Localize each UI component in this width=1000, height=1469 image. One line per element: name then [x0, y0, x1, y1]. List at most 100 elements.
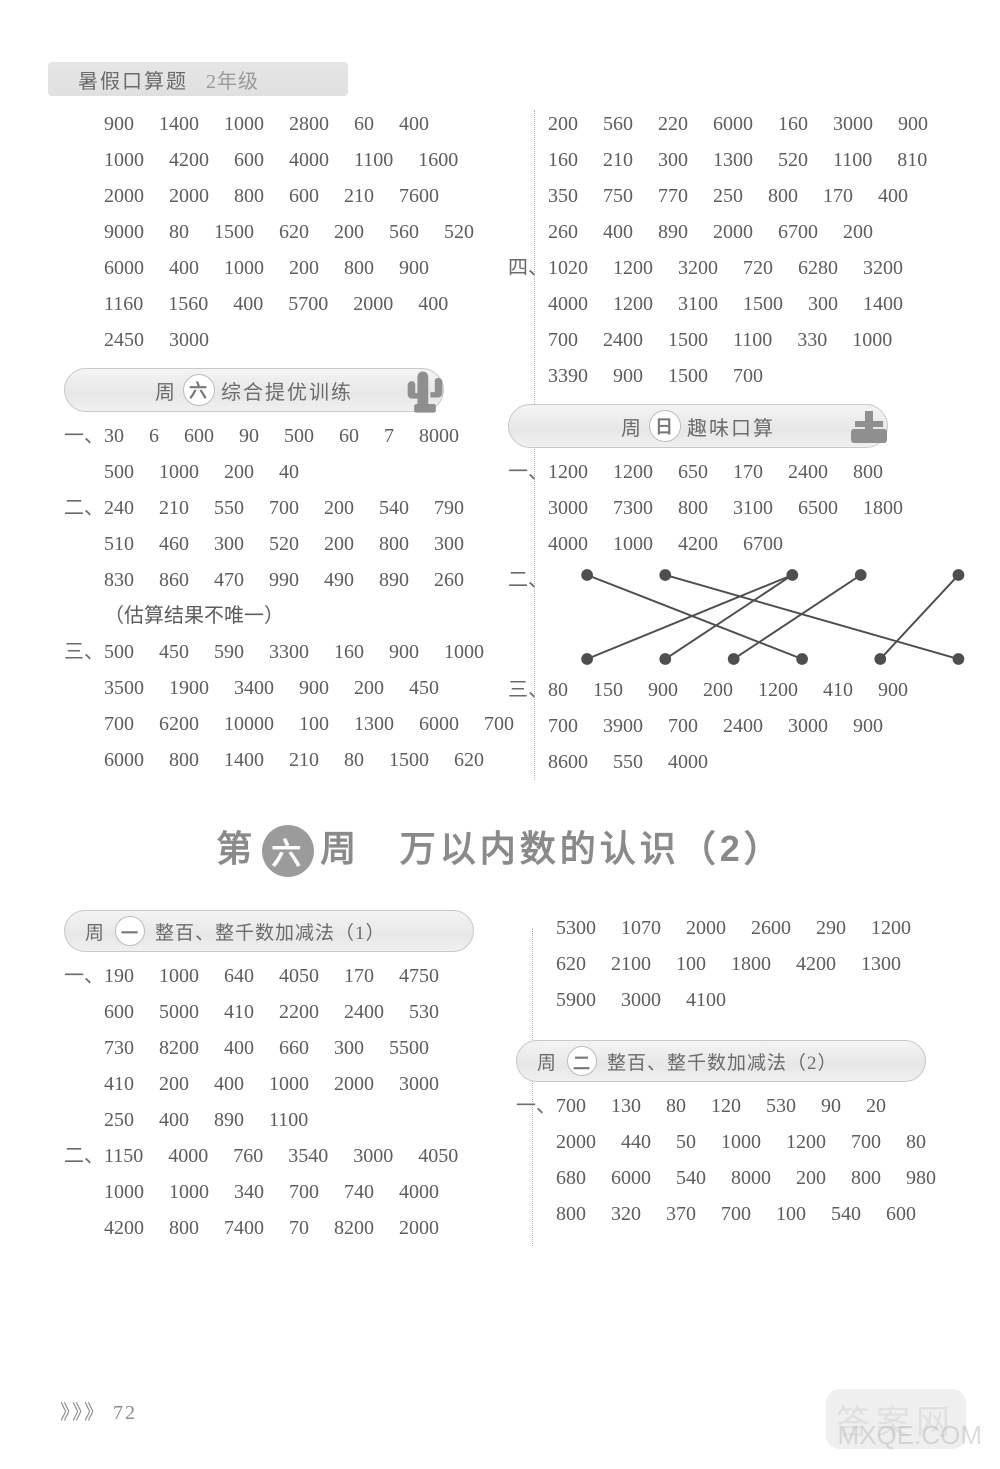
lower-left-column: 周一整百、整千数加减法（1） 一、190 1000 640 4050 170 47… [64, 910, 494, 1246]
match-dot [581, 569, 593, 581]
number-row: 1160 1560 400 5700 2000 400 [64, 286, 474, 322]
section-body: 700 130 80 120 530 90 202000 440 50 1000… [556, 1088, 944, 1232]
match-dot [659, 569, 671, 581]
number-row: 1150 4000 760 3540 3000 4050 [104, 1138, 482, 1174]
pill-title: 整百、整千数加减法（1） [155, 918, 386, 945]
number-row: 5900 3000 4100 [516, 982, 944, 1018]
number-row: 8600 550 4000 [548, 744, 944, 780]
day-section-pill: 周日趣味口算 [508, 404, 888, 448]
number-row: 410 200 400 1000 2000 3000 [104, 1066, 482, 1102]
weekly-suffix: 周 [320, 828, 360, 869]
day-section-pill: 周六综合提优训练 [64, 368, 444, 412]
number-row: 700 2400 1500 1100 330 1000 [548, 322, 944, 358]
number-row: 680 6000 540 8000 200 800 980 [556, 1160, 944, 1196]
number-row: 190 1000 640 4050 170 4750 [104, 958, 482, 994]
section-body: 80 150 900 200 1200 410 900700 3900 700 … [548, 672, 944, 780]
page-footer: 》》》 72 [60, 1396, 137, 1425]
pill-title: 整百、整千数加减法（2） [607, 1048, 838, 1075]
section-body: 1020 1200 3200 720 6280 32004000 1200 31… [548, 250, 944, 394]
number-row: 5300 1070 2000 2600 290 1200 [516, 910, 944, 946]
pill-prefix: 周 [621, 412, 643, 441]
matching-diagram [548, 562, 978, 672]
number-row: 1000 4200 600 4000 1100 1600 [64, 142, 474, 178]
pill-title: 综合提优训练 [221, 376, 353, 405]
number-row: 510 460 300 520 200 800 300 [104, 526, 474, 562]
section: 二、 [508, 562, 944, 672]
number-row: 2000 2000 800 600 210 7600 [64, 178, 474, 214]
section-body: 1200 1200 650 170 2400 8003000 7300 800 … [548, 454, 944, 562]
match-dot [786, 569, 798, 581]
section-label: 三、 [508, 672, 548, 708]
match-dot [581, 653, 593, 665]
number-row: 620 2100 100 1800 4200 1300 [516, 946, 944, 982]
page-arrows: 》》》 [60, 1402, 106, 1424]
number-row: 4200 800 7400 70 8200 2000 [104, 1210, 482, 1246]
section-label: 二、 [64, 490, 104, 526]
book-title: 暑假口算题 [78, 65, 188, 94]
top-right-column: 200 560 220 6000 160 3000 900160 210 300… [484, 106, 944, 780]
section-body [548, 562, 978, 672]
section: 一、190 1000 640 4050 170 4750600 5000 410… [64, 958, 482, 1138]
lower-right-column: 5300 1070 2000 2600 290 1200620 2100 100… [494, 910, 944, 1246]
section: 三、500 450 590 3300 160 900 10003500 1900… [64, 634, 474, 778]
number-row: 2450 3000 [64, 322, 474, 358]
day-badge: 日 [649, 410, 681, 442]
section: 二、240 210 550 700 200 540 790510 460 300… [64, 490, 474, 634]
number-row: 160 210 300 1300 520 1100 810 [508, 142, 944, 178]
number-row: 500 450 590 3300 160 900 1000 [104, 634, 514, 670]
number-row: 9000 80 1500 620 200 560 520 [64, 214, 474, 250]
weekly-number-balloon: 六 [262, 825, 314, 877]
weekly-title: 第六周 万以内数的认识（2） [0, 820, 1000, 874]
watermark: MXQE.COM [838, 1420, 982, 1451]
number-row: 600 5000 410 2200 2400 530 [104, 994, 482, 1030]
match-dot [953, 653, 965, 665]
section-body: 190 1000 640 4050 170 4750600 5000 410 2… [104, 958, 482, 1138]
number-row: 1200 1200 650 170 2400 800 [548, 454, 944, 490]
section: 三、80 150 900 200 1200 410 900700 3900 70… [508, 672, 944, 780]
fun-icon [847, 401, 891, 453]
section-body: 1150 4000 760 3540 3000 40501000 1000 34… [104, 1138, 482, 1246]
section-body: 500 450 590 3300 160 900 10003500 1900 3… [104, 634, 514, 778]
number-row: 4000 1200 3100 1500 300 1400 [548, 286, 944, 322]
section-label: 一、 [516, 1088, 556, 1124]
section-label: 一、 [508, 454, 548, 490]
number-row: 1000 1000 340 700 740 4000 [104, 1174, 482, 1210]
section-label: 一、 [64, 418, 104, 454]
number-row: 30 6 600 90 500 60 7 8000 [104, 418, 474, 454]
column-divider [532, 928, 533, 1246]
number-row: 3390 900 1500 700 [548, 358, 944, 394]
number-row: 700 130 80 120 530 90 20 [556, 1088, 944, 1124]
number-row: 830 860 470 990 490 890 260 [104, 562, 474, 598]
note: （估算结果不唯一） [104, 598, 474, 634]
number-row: 6000 800 1400 210 80 1500 620 [104, 742, 514, 778]
number-row: 500 1000 200 40 [104, 454, 474, 490]
section: 一、30 6 600 90 500 60 7 8000500 1000 200 … [64, 418, 474, 490]
number-row: 1020 1200 3200 720 6280 3200 [548, 250, 944, 286]
match-dot [953, 569, 965, 581]
number-row: 240 210 550 700 200 540 790 [104, 490, 474, 526]
section: 一、1200 1200 650 170 2400 8003000 7300 80… [508, 454, 944, 562]
book-grade: 2年级 [206, 65, 259, 94]
number-row: 800 320 370 700 100 540 600 [556, 1196, 944, 1232]
pill-title: 趣味口算 [687, 412, 775, 441]
pill-prefix: 周 [85, 918, 105, 945]
page-root: 暑假口算题 2年级 900 1400 1000 2800 60 4001000 … [0, 0, 1000, 1469]
section-label: 四、 [508, 250, 548, 286]
number-row: 3500 1900 3400 900 200 450 [104, 670, 514, 706]
day-badge: 一 [115, 916, 145, 946]
number-row: 6000 400 1000 200 800 900 [64, 250, 474, 286]
number-row: 3000 7300 800 3100 6500 1800 [548, 490, 944, 526]
section-body: 240 210 550 700 200 540 790510 460 300 5… [104, 490, 474, 634]
match-edge [665, 575, 792, 659]
number-row: 80 150 900 200 1200 410 900 [548, 672, 944, 708]
top-columns: 900 1400 1000 2800 60 4001000 4200 600 4… [64, 106, 944, 780]
number-row: 700 6200 10000 100 1300 6000 700 [104, 706, 514, 742]
section: 四、1020 1200 3200 720 6280 32004000 1200 … [508, 250, 944, 394]
day-badge: 二 [567, 1046, 597, 1076]
pill-prefix: 周 [155, 376, 177, 405]
match-dot [659, 653, 671, 665]
day-section-pill: 周二整百、整千数加减法（2） [516, 1040, 926, 1082]
number-row: 4000 1000 4200 6700 [548, 526, 944, 562]
match-edge [734, 575, 861, 659]
weekly-prefix: 第 [216, 828, 256, 869]
